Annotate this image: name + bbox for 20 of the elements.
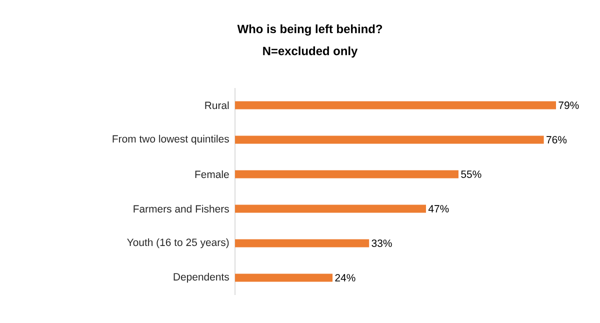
chart-title: Who is being left behind?: [237, 24, 382, 36]
bar: [235, 239, 370, 248]
data-label: 76%: [546, 136, 567, 144]
data-label: 55%: [461, 170, 482, 178]
y-tick-label: Farmers and Fishers: [134, 204, 229, 213]
y-tick-label: From two lowest quintiles: [112, 134, 229, 145]
data-label: 24%: [335, 274, 356, 282]
chart-subtitle: N=excluded only: [263, 46, 358, 58]
bar: [235, 204, 426, 213]
y-tick-label: Youth (16 to 25 years): [127, 238, 229, 248]
bar: [235, 136, 544, 144]
data-label: 79%: [558, 102, 579, 109]
bar: [235, 170, 458, 178]
data-label: 47%: [428, 205, 449, 212]
bar: [235, 101, 556, 110]
y-tick-label: Female: [195, 170, 229, 178]
bar: [235, 274, 333, 282]
y-tick-label: Rural: [205, 101, 229, 110]
data-label: 33%: [372, 240, 392, 247]
y-tick-label: Dependents: [174, 272, 229, 283]
